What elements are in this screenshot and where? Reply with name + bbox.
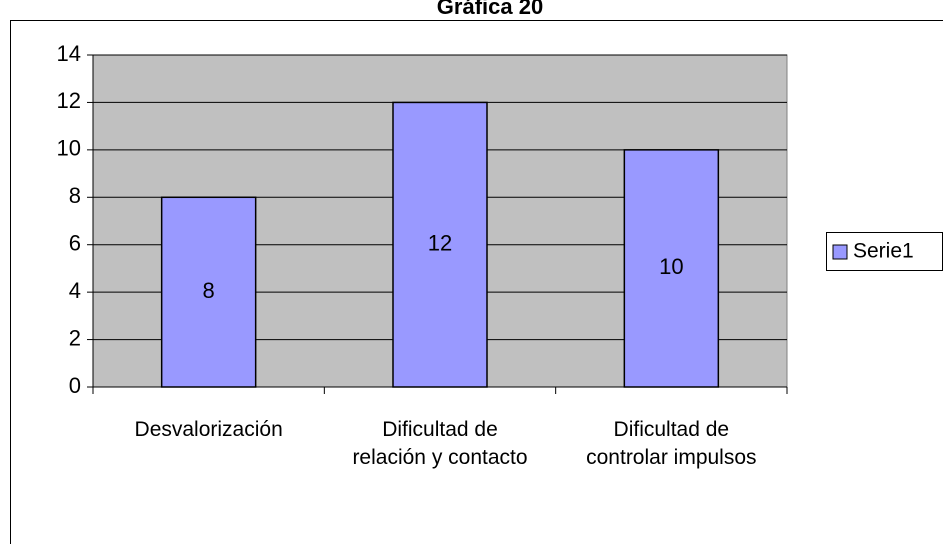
data-label: 8 <box>203 278 215 303</box>
y-tick-label: 12 <box>57 88 81 113</box>
x-tick-label: Desvalorización <box>134 418 283 441</box>
bar <box>623 149 720 388</box>
y-tick-label: 14 <box>57 41 81 66</box>
chart-title: Gráfica 20 <box>437 0 543 19</box>
data-label: 10 <box>659 254 683 279</box>
y-tick-label: 0 <box>69 373 81 398</box>
bar <box>160 196 257 388</box>
legend-swatch <box>832 244 848 260</box>
x-tick-label: Dificultad de controlar impulsos <box>586 418 757 469</box>
y-tick-label: 4 <box>69 278 81 303</box>
y-tick-label: 6 <box>69 231 81 256</box>
y-tick-label: 10 <box>57 136 81 161</box>
x-tick-label: Dificultad de relación y contacto <box>352 418 528 469</box>
data-label: 12 <box>428 231 452 256</box>
bar <box>392 101 488 388</box>
legend-label: Serie1 <box>853 240 914 263</box>
y-tick-label: 2 <box>69 325 81 350</box>
y-tick-label: 8 <box>69 183 81 208</box>
